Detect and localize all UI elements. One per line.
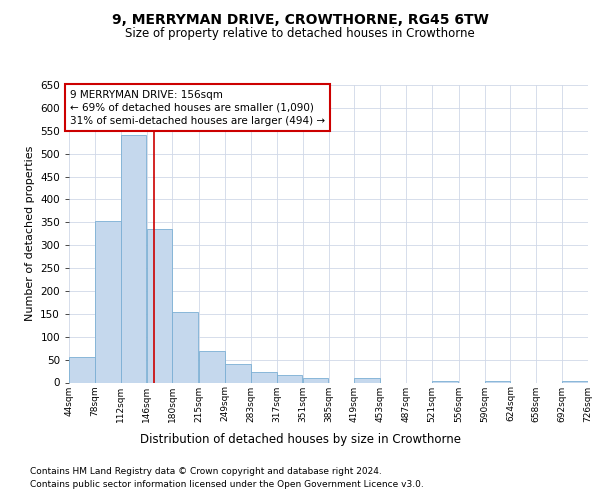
Bar [302,378,328,382]
Bar [251,372,277,382]
Bar [355,378,380,382]
Bar [95,222,121,382]
Bar [121,136,146,382]
Bar [69,358,95,382]
Bar [172,312,198,382]
Bar [277,375,302,382]
Bar [199,352,225,382]
Text: 9, MERRYMAN DRIVE, CROWTHORNE, RG45 6TW: 9, MERRYMAN DRIVE, CROWTHORNE, RG45 6TW [112,12,488,26]
Bar [225,364,251,382]
Text: Contains HM Land Registry data © Crown copyright and database right 2024.: Contains HM Land Registry data © Crown c… [30,468,382,476]
Text: Distribution of detached houses by size in Crowthorne: Distribution of detached houses by size … [139,432,461,446]
Bar [485,380,510,382]
Bar [432,380,458,382]
Bar [562,380,588,382]
Bar [146,229,172,382]
Text: Contains public sector information licensed under the Open Government Licence v3: Contains public sector information licen… [30,480,424,489]
Text: Size of property relative to detached houses in Crowthorne: Size of property relative to detached ho… [125,28,475,40]
Text: 9 MERRYMAN DRIVE: 156sqm
← 69% of detached houses are smaller (1,090)
31% of sem: 9 MERRYMAN DRIVE: 156sqm ← 69% of detach… [70,90,325,126]
Y-axis label: Number of detached properties: Number of detached properties [25,146,35,322]
